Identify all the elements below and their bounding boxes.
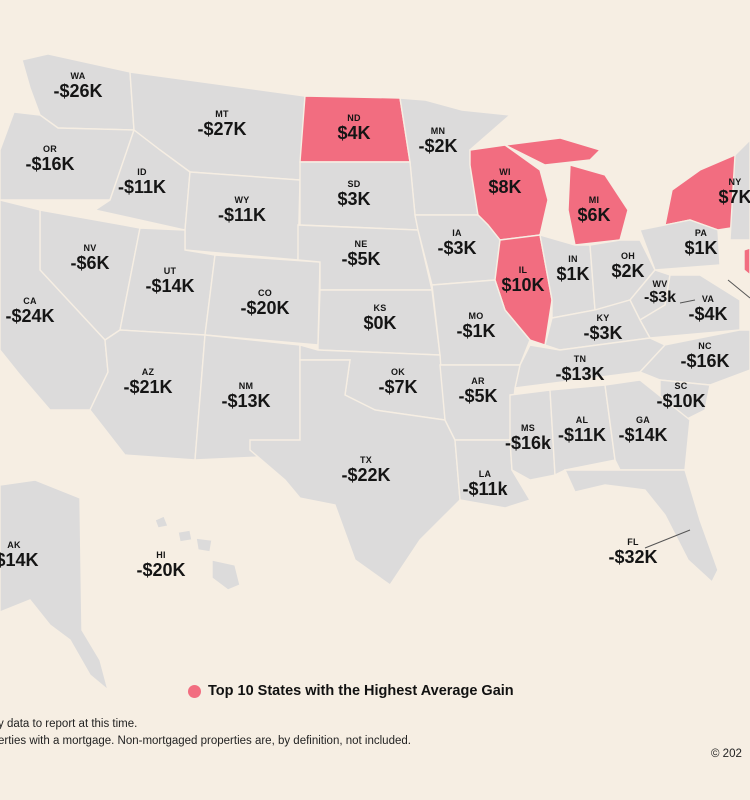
label-ne: NE -$5K: [341, 239, 381, 269]
label-fl: FL -$32K: [608, 537, 658, 567]
label-ok: OK -$7K: [378, 367, 418, 397]
state-fl: [563, 469, 719, 584]
legend-swatch: [188, 684, 201, 698]
state-nj-edge: [743, 247, 750, 276]
footnote-2: erties with a mortgage. Non-mortgaged pr…: [0, 735, 411, 747]
label-ks: KS $0K: [363, 303, 397, 333]
label-sc: SC -$10K: [656, 381, 706, 411]
state-mi: [502, 137, 602, 166]
footnote-1: y data to report at this time.: [0, 718, 138, 730]
leader-wv: [679, 299, 696, 304]
label-pa: PA $1K: [684, 228, 718, 258]
label-tn: TN -$13K: [555, 354, 605, 384]
state-tx: [249, 359, 461, 586]
label-oh: OH $2K: [611, 251, 645, 281]
label-ar: AR -$5K: [458, 376, 498, 406]
state-ak: [0, 479, 110, 692]
state-hi: [154, 515, 241, 591]
label-ms: MS -$16k: [504, 423, 552, 453]
label-al: AL -$11K: [557, 415, 607, 445]
label-in: IN $1K: [556, 254, 590, 284]
label-ak: AK-$14K: [0, 540, 39, 570]
label-la: LA -$11k: [462, 469, 508, 499]
state-wy: [184, 171, 301, 261]
state-az: [89, 329, 206, 461]
state-tn: [514, 337, 667, 389]
label-ky: KY -$3K: [583, 313, 623, 343]
label-wv: WV -$3k: [643, 279, 677, 306]
label-nv: NV -$6K: [70, 243, 110, 273]
label-ut: UT -$14K: [145, 266, 195, 296]
state-va: [639, 274, 741, 339]
label-mi: MI $6K: [577, 195, 611, 225]
state-al: [549, 384, 616, 477]
label-ca: CA -$24K: [5, 296, 55, 326]
label-sd: SD $3K: [337, 179, 371, 209]
copyright: © 202: [711, 748, 742, 760]
label-nm: NM -$13K: [221, 381, 271, 411]
label-mn: MN -$2K: [418, 126, 458, 156]
label-hi: HI -$20K: [136, 550, 186, 580]
label-wi: WI $8K: [488, 167, 522, 197]
label-id: ID -$11K: [117, 167, 167, 197]
label-tx: TX -$22K: [341, 455, 391, 485]
label-nd: ND $4K: [337, 113, 371, 143]
label-nc: NC -$16K: [680, 341, 730, 371]
label-va: VA -$4K: [688, 294, 728, 324]
label-mo: MO -$1K: [456, 311, 496, 341]
label-co: CO -$20K: [240, 288, 290, 318]
leader-fl: [644, 529, 691, 549]
leader-md: [727, 279, 750, 299]
label-wy: WY -$11K: [217, 195, 267, 225]
map-legend: Top 10 States with the Highest Average G…: [188, 683, 514, 699]
label-ga: GA -$14K: [618, 415, 668, 445]
label-wa: WA -$26K: [53, 71, 103, 101]
legend-label: Top 10 States with the Highest Average G…: [208, 683, 514, 699]
state-new-england: [729, 139, 750, 241]
label-ny: NY $7K: [718, 177, 750, 207]
label-ia: IA -$3K: [437, 228, 477, 258]
label-or: OR -$16K: [25, 144, 75, 174]
label-az: AZ -$21K: [123, 367, 173, 397]
label-mt: MT -$27K: [197, 109, 247, 139]
label-il: IL $10K: [501, 265, 545, 295]
